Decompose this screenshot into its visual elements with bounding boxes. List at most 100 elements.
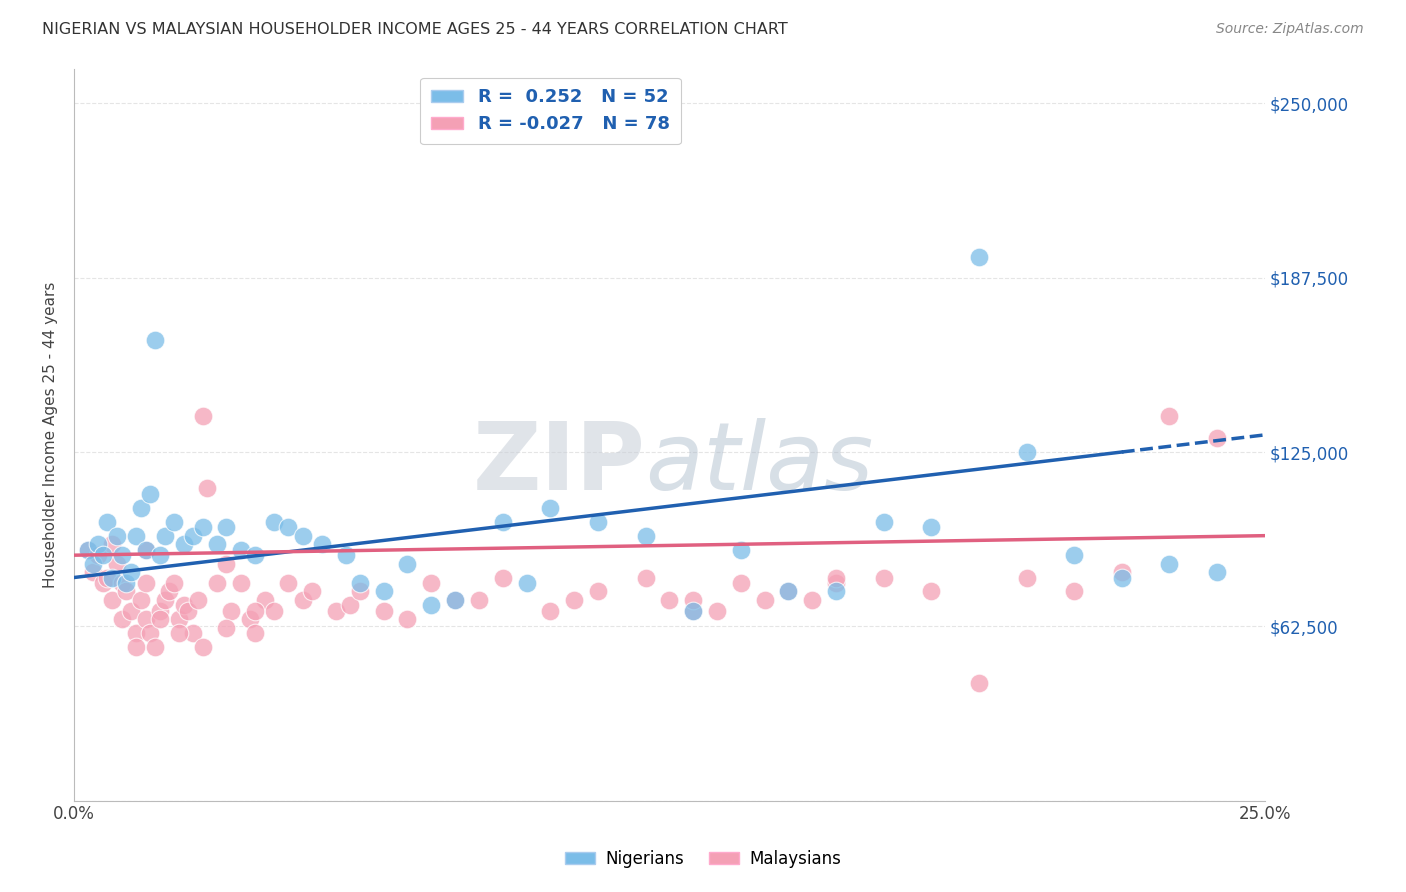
Point bbox=[492, 570, 515, 584]
Point bbox=[586, 515, 609, 529]
Point bbox=[163, 576, 186, 591]
Point bbox=[349, 576, 371, 591]
Point bbox=[562, 592, 585, 607]
Point bbox=[682, 604, 704, 618]
Point bbox=[129, 500, 152, 515]
Point bbox=[219, 604, 242, 618]
Point bbox=[335, 548, 357, 562]
Point bbox=[115, 576, 138, 591]
Point bbox=[91, 548, 114, 562]
Text: ZIP: ZIP bbox=[472, 417, 645, 510]
Point bbox=[135, 612, 157, 626]
Point bbox=[177, 604, 200, 618]
Point bbox=[101, 592, 124, 607]
Point bbox=[325, 604, 347, 618]
Point bbox=[967, 676, 990, 690]
Point bbox=[167, 612, 190, 626]
Point bbox=[143, 640, 166, 655]
Point bbox=[396, 557, 419, 571]
Point bbox=[153, 592, 176, 607]
Text: Source: ZipAtlas.com: Source: ZipAtlas.com bbox=[1216, 22, 1364, 37]
Point bbox=[157, 584, 180, 599]
Point bbox=[129, 592, 152, 607]
Point bbox=[173, 537, 195, 551]
Point bbox=[373, 584, 395, 599]
Point bbox=[149, 612, 172, 626]
Point bbox=[1063, 584, 1085, 599]
Point bbox=[920, 520, 942, 534]
Point bbox=[825, 570, 848, 584]
Point bbox=[191, 640, 214, 655]
Point bbox=[730, 542, 752, 557]
Point bbox=[105, 557, 128, 571]
Point bbox=[515, 576, 537, 591]
Point bbox=[111, 576, 134, 591]
Point bbox=[1159, 557, 1181, 571]
Point bbox=[1159, 409, 1181, 423]
Point bbox=[197, 481, 219, 495]
Point bbox=[111, 548, 134, 562]
Point bbox=[754, 592, 776, 607]
Point bbox=[120, 604, 142, 618]
Point bbox=[801, 592, 824, 607]
Point bbox=[277, 576, 299, 591]
Point bbox=[311, 537, 333, 551]
Point bbox=[778, 584, 800, 599]
Point bbox=[243, 604, 266, 618]
Point bbox=[125, 626, 148, 640]
Point bbox=[873, 570, 896, 584]
Point bbox=[143, 334, 166, 348]
Point bbox=[181, 626, 204, 640]
Point bbox=[149, 548, 172, 562]
Point bbox=[263, 515, 285, 529]
Point bbox=[263, 604, 285, 618]
Text: NIGERIAN VS MALAYSIAN HOUSEHOLDER INCOME AGES 25 - 44 YEARS CORRELATION CHART: NIGERIAN VS MALAYSIAN HOUSEHOLDER INCOME… bbox=[42, 22, 787, 37]
Point bbox=[82, 565, 104, 579]
Point bbox=[243, 548, 266, 562]
Point bbox=[101, 537, 124, 551]
Point bbox=[239, 612, 262, 626]
Point bbox=[277, 520, 299, 534]
Point bbox=[167, 626, 190, 640]
Point bbox=[1015, 570, 1038, 584]
Point bbox=[873, 515, 896, 529]
Point bbox=[229, 576, 252, 591]
Point bbox=[215, 621, 238, 635]
Point bbox=[181, 529, 204, 543]
Point bbox=[634, 529, 657, 543]
Point bbox=[1111, 570, 1133, 584]
Point bbox=[87, 548, 110, 562]
Point bbox=[658, 592, 681, 607]
Point bbox=[253, 592, 276, 607]
Point bbox=[87, 537, 110, 551]
Point bbox=[706, 604, 728, 618]
Point bbox=[82, 557, 104, 571]
Point bbox=[538, 604, 561, 618]
Point bbox=[105, 529, 128, 543]
Point bbox=[243, 626, 266, 640]
Point bbox=[215, 520, 238, 534]
Point bbox=[349, 584, 371, 599]
Point bbox=[77, 542, 100, 557]
Point bbox=[215, 557, 238, 571]
Point bbox=[77, 542, 100, 557]
Point bbox=[586, 584, 609, 599]
Point bbox=[1206, 565, 1229, 579]
Point bbox=[191, 520, 214, 534]
Point bbox=[1015, 445, 1038, 459]
Point bbox=[967, 250, 990, 264]
Point bbox=[120, 565, 142, 579]
Point bbox=[125, 640, 148, 655]
Text: atlas: atlas bbox=[645, 418, 875, 509]
Point bbox=[538, 500, 561, 515]
Point bbox=[468, 592, 491, 607]
Point bbox=[492, 515, 515, 529]
Point bbox=[96, 570, 118, 584]
Point bbox=[187, 592, 209, 607]
Point bbox=[135, 576, 157, 591]
Point bbox=[139, 487, 162, 501]
Point bbox=[115, 584, 138, 599]
Point bbox=[420, 576, 443, 591]
Point bbox=[339, 599, 361, 613]
Point bbox=[1063, 548, 1085, 562]
